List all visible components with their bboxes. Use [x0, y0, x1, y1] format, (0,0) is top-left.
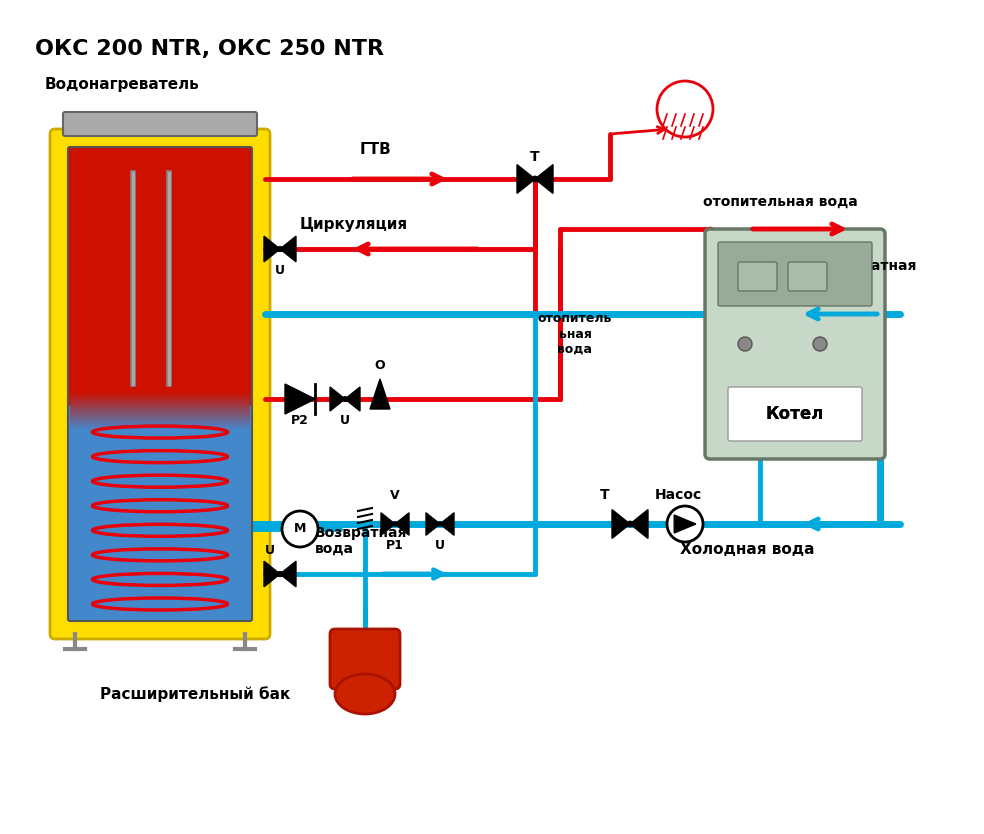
Text: T: T: [530, 150, 540, 164]
Bar: [70, 412, 250, 414]
Circle shape: [813, 392, 827, 406]
Polygon shape: [440, 513, 454, 535]
FancyBboxPatch shape: [728, 387, 862, 441]
Bar: [70, 403, 250, 404]
FancyBboxPatch shape: [738, 262, 777, 291]
Circle shape: [393, 522, 398, 526]
Text: отопитель
ьная
вода: отопитель ьная вода: [538, 313, 612, 355]
Text: отопительная вода: отопительная вода: [703, 195, 857, 209]
Bar: [70, 394, 250, 395]
Text: Водонагреватель: Водонагреватель: [45, 77, 200, 92]
Circle shape: [532, 176, 537, 182]
Circle shape: [738, 337, 752, 351]
Text: P1: P1: [386, 539, 404, 552]
Bar: [70, 414, 250, 416]
Polygon shape: [285, 384, 315, 414]
FancyBboxPatch shape: [68, 405, 252, 621]
FancyBboxPatch shape: [788, 262, 827, 291]
Polygon shape: [280, 561, 296, 587]
Bar: [70, 422, 250, 424]
Circle shape: [277, 571, 282, 576]
Ellipse shape: [335, 674, 395, 714]
Text: P2: P2: [291, 414, 309, 427]
Text: ОКС 200 NTR, ОКС 250 NTR: ОКС 200 NTR, ОКС 250 NTR: [35, 39, 384, 59]
Polygon shape: [330, 387, 345, 411]
Polygon shape: [381, 513, 395, 535]
Circle shape: [667, 506, 703, 542]
Bar: [70, 427, 250, 430]
Polygon shape: [395, 513, 409, 535]
Polygon shape: [280, 236, 296, 262]
Text: V: V: [391, 489, 400, 502]
Circle shape: [738, 392, 752, 406]
Text: M: M: [294, 522, 306, 535]
Bar: [70, 397, 250, 399]
Bar: [70, 404, 250, 406]
Bar: [70, 430, 250, 431]
Polygon shape: [345, 387, 360, 411]
Polygon shape: [630, 510, 648, 539]
Text: U: U: [340, 414, 350, 427]
Bar: [70, 418, 250, 420]
Polygon shape: [370, 379, 390, 409]
Polygon shape: [612, 510, 630, 539]
Text: T: T: [600, 488, 610, 502]
Text: U: U: [265, 544, 275, 557]
FancyBboxPatch shape: [718, 242, 872, 306]
Circle shape: [342, 397, 347, 401]
FancyBboxPatch shape: [63, 112, 257, 136]
Circle shape: [277, 247, 282, 251]
Circle shape: [628, 521, 633, 527]
FancyBboxPatch shape: [68, 147, 252, 409]
FancyBboxPatch shape: [330, 629, 400, 689]
Text: U: U: [275, 264, 285, 277]
Text: Возвратная
вода: Возвратная вода: [825, 259, 917, 289]
Text: Возвратная
вода: Возвратная вода: [315, 525, 407, 556]
Circle shape: [282, 511, 318, 547]
Text: Холодная вода: Холодная вода: [680, 542, 815, 557]
Bar: [70, 399, 250, 401]
Bar: [70, 401, 250, 403]
Circle shape: [438, 522, 442, 526]
Text: ГТВ: ГТВ: [360, 142, 392, 157]
Bar: [70, 420, 250, 422]
Text: Циркуляция: Циркуляция: [300, 217, 408, 232]
Bar: [70, 410, 250, 412]
Text: Котел: Котел: [766, 405, 825, 423]
Text: U: U: [435, 539, 445, 552]
Polygon shape: [517, 164, 535, 193]
Bar: [70, 416, 250, 418]
Bar: [70, 424, 250, 425]
Circle shape: [813, 337, 827, 351]
Polygon shape: [674, 515, 696, 533]
Polygon shape: [535, 164, 553, 193]
Polygon shape: [264, 236, 280, 262]
Text: Котел: Котел: [766, 405, 825, 423]
Bar: [70, 425, 250, 427]
Polygon shape: [264, 561, 280, 587]
FancyBboxPatch shape: [705, 229, 885, 459]
Polygon shape: [426, 513, 440, 535]
Text: O: O: [375, 359, 386, 372]
Bar: [70, 406, 250, 409]
FancyBboxPatch shape: [50, 129, 270, 639]
Text: Насос: Насос: [655, 488, 703, 502]
Bar: [70, 409, 250, 410]
Bar: [70, 395, 250, 397]
Text: Расширительный бак: Расширительный бак: [100, 686, 290, 702]
